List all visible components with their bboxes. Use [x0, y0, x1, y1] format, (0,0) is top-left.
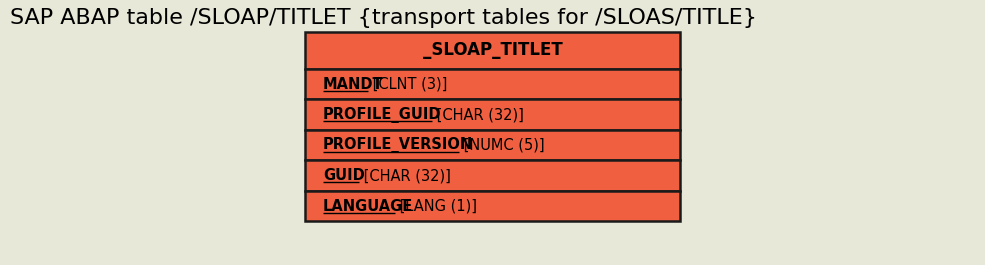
Text: SAP ABAP table /SLOAP/TITLET {transport tables for /SLOAS/TITLE}: SAP ABAP table /SLOAP/TITLET {transport … — [10, 8, 756, 28]
Text: LANGUAGE: LANGUAGE — [323, 198, 414, 214]
Bar — [305, 99, 680, 130]
Text: PROFILE_VERSION: PROFILE_VERSION — [323, 137, 474, 153]
Text: PROFILE_GUID: PROFILE_GUID — [323, 107, 441, 123]
Text: [NUMC (5)]: [NUMC (5)] — [459, 138, 545, 153]
Text: [CLNT (3)]: [CLNT (3)] — [368, 77, 447, 92]
Bar — [305, 69, 680, 99]
Text: MANDT: MANDT — [323, 77, 384, 92]
Text: [CHAR (32)]: [CHAR (32)] — [431, 107, 523, 122]
Text: GUID: GUID — [323, 168, 364, 183]
Bar — [305, 130, 680, 160]
Text: _SLOAP_TITLET: _SLOAP_TITLET — [423, 41, 562, 59]
Text: [CHAR (32)]: [CHAR (32)] — [360, 168, 451, 183]
Bar — [305, 191, 680, 221]
Text: [LANG (1)]: [LANG (1)] — [395, 198, 478, 214]
Bar — [305, 32, 680, 69]
Bar — [305, 160, 680, 191]
